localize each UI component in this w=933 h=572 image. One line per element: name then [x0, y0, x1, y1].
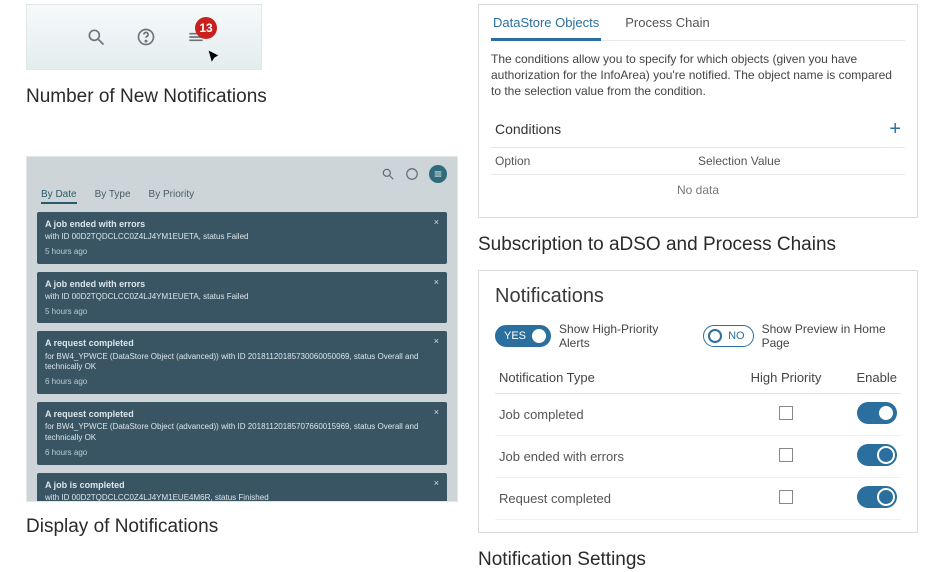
- switch-enable[interactable]: [857, 402, 897, 424]
- card-title: A request completed: [45, 337, 439, 349]
- help-icon[interactable]: [135, 26, 157, 48]
- table-row: Request completed: [495, 478, 901, 520]
- switch-enable[interactable]: [857, 444, 897, 466]
- close-icon[interactable]: ×: [434, 276, 439, 288]
- card-detail: with ID 00D2TQDCLCC0Z4LJ4YM1EUE4M6R, sta…: [45, 493, 439, 502]
- col-selection-value: Selection Value: [698, 154, 901, 168]
- toggle-high-priority-alerts[interactable]: YES: [495, 325, 551, 347]
- cell-type: Job ended with errors: [495, 436, 741, 478]
- search-icon[interactable]: [381, 167, 395, 181]
- checkbox-high-priority[interactable]: [779, 406, 793, 420]
- notification-settings-panel: Notifications YES Show High-Priority Ale…: [478, 270, 918, 533]
- close-icon[interactable]: ×: [434, 406, 439, 418]
- help-icon[interactable]: [405, 167, 419, 181]
- menu-icon[interactable]: [429, 165, 447, 183]
- header-iconbar: 13: [26, 4, 262, 70]
- toggle-state-label: YES: [504, 330, 526, 342]
- card-detail: for BW4_YPWCE (DataStore Object (advance…: [45, 352, 439, 374]
- subscription-panel: DataStore Objects Process Chain The cond…: [478, 4, 918, 218]
- notifications-icon[interactable]: 13: [185, 26, 207, 48]
- search-icon[interactable]: [85, 26, 107, 48]
- card-detail: with ID 00D2TQDCLCC0Z4LJ4YM1EUETA, statu…: [45, 292, 439, 303]
- table-row: Job completed: [495, 394, 901, 436]
- notification-display-panel: By Date By Type By Priority ×A job ended…: [26, 156, 458, 502]
- notification-card[interactable]: ×A request completed for BW4_YPWCE (DataS…: [37, 402, 447, 465]
- card-detail: with ID 00D2TQDCLCC0Z4LJ4YM1EUETA, statu…: [45, 232, 439, 243]
- col-high-priority: High Priority: [741, 362, 831, 394]
- tab-by-date[interactable]: By Date: [41, 189, 77, 204]
- settings-heading: Notifications: [495, 285, 901, 308]
- col-notification-type: Notification Type: [495, 362, 741, 394]
- col-enable: Enable: [831, 362, 901, 394]
- toggle-knob-icon: [532, 329, 546, 343]
- card-title: A request completed: [45, 408, 439, 420]
- caption-notification-settings: Notification Settings: [478, 549, 918, 571]
- checkbox-high-priority[interactable]: [779, 490, 793, 504]
- caption-subscription: Subscription to aDSO and Process Chains: [478, 234, 918, 256]
- card-title: A job is completed: [45, 479, 439, 491]
- close-icon[interactable]: ×: [434, 477, 439, 489]
- conditions-title: Conditions: [495, 121, 561, 137]
- checkbox-high-priority[interactable]: [779, 448, 793, 462]
- tab-by-priority[interactable]: By Priority: [149, 189, 195, 204]
- label-high-priority-alerts: Show High-Priority Alerts: [559, 322, 678, 350]
- switch-enable[interactable]: [857, 486, 897, 508]
- card-detail: for BW4_YPWCE (DataStore Object (advance…: [45, 422, 439, 444]
- close-icon[interactable]: ×: [434, 335, 439, 347]
- cell-type: Request completed: [495, 478, 741, 520]
- notification-card[interactable]: ×A request completed for BW4_YPWCE (DataS…: [37, 331, 447, 394]
- label-preview-home: Show Preview in Home Page: [762, 322, 901, 350]
- tab-by-type[interactable]: By Type: [95, 189, 131, 204]
- tab-process-chain[interactable]: Process Chain: [623, 5, 712, 40]
- subscription-tabs: DataStore Objects Process Chain: [491, 5, 905, 41]
- cursor-icon: [207, 49, 223, 65]
- col-option: Option: [495, 154, 698, 168]
- notification-card[interactable]: ×A job is completed with ID 00D2TQDCLCC0Z…: [37, 473, 447, 502]
- notification-card[interactable]: ×A job ended with errors with ID 00D2TQDC…: [37, 212, 447, 264]
- settings-table: Notification Type High Priority Enable J…: [495, 362, 901, 520]
- toggle-state-label: NO: [728, 330, 745, 342]
- cell-type: Job completed: [495, 394, 741, 436]
- table-row: Job ended with errors: [495, 436, 901, 478]
- toggle-knob-icon: [708, 329, 722, 343]
- caption-new-notifications: Number of New Notifications: [26, 86, 296, 108]
- notification-badge: 13: [195, 17, 217, 39]
- card-time: 5 hours ago: [45, 307, 439, 318]
- notification-tabs: By Date By Type By Priority: [37, 189, 447, 204]
- caption-display-notifications: Display of Notifications: [26, 516, 458, 538]
- subscription-description: The conditions allow you to specify for …: [491, 51, 905, 100]
- card-time: 6 hours ago: [45, 377, 439, 388]
- plus-icon[interactable]: +: [889, 118, 901, 141]
- toggle-preview-home[interactable]: NO: [703, 325, 754, 347]
- card-time: 6 hours ago: [45, 448, 439, 459]
- card-title: A job ended with errors: [45, 278, 439, 290]
- notification-card[interactable]: ×A job ended with errors with ID 00D2TQDC…: [37, 272, 447, 324]
- no-data-text: No data: [491, 175, 905, 205]
- card-title: A job ended with errors: [45, 218, 439, 230]
- card-time: 5 hours ago: [45, 247, 439, 258]
- tab-datastore-objects[interactable]: DataStore Objects: [491, 5, 601, 41]
- close-icon[interactable]: ×: [434, 216, 439, 228]
